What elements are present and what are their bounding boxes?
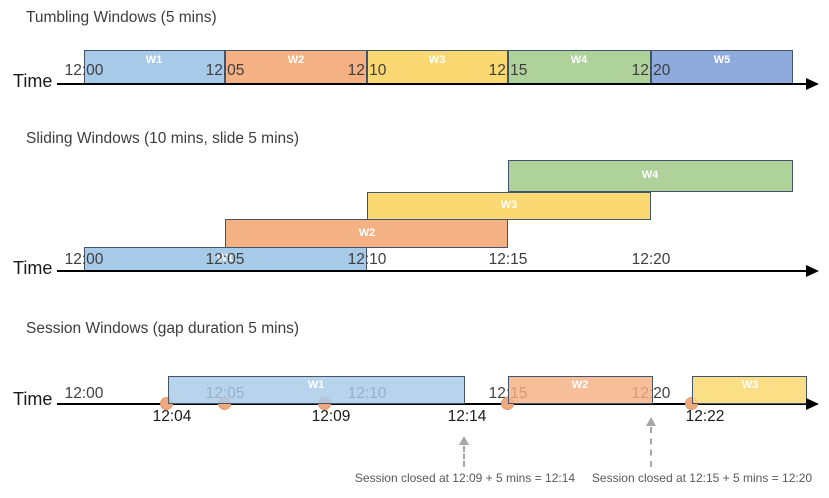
sliding-window-label: W3 [500, 199, 518, 211]
tumbling-window-w4 [508, 50, 651, 84]
session-axis-arrow-icon [806, 398, 819, 410]
sliding-window-label: W1 [216, 252, 234, 264]
tumbling-window-label: W5 [713, 54, 731, 66]
dashed-up-arrow-icon [646, 417, 656, 426]
session-closed-caption: Session closed at 12:09 + 5 mins = 12:14 [354, 471, 576, 485]
tumbling-window-label: W4 [570, 54, 588, 66]
session-window-label: W1 [307, 379, 325, 391]
tumbling-section-title: Tumbling Windows (5 mins) [26, 9, 217, 26]
dashed-arrow-line [650, 427, 652, 467]
sliding-axis-arrow-icon [806, 265, 819, 277]
event-time-label: 12:09 [311, 408, 351, 425]
tumbling-window-w2 [225, 50, 367, 84]
event-time-label: 12:14 [447, 408, 487, 425]
sliding-time-axis-label: Time [13, 258, 53, 278]
dashed-up-arrow-icon [459, 436, 469, 445]
tumbling-window-w1 [84, 50, 225, 84]
sliding-time-axis [57, 270, 807, 272]
dashed-arrow-line [463, 446, 465, 467]
sliding-tick-label: 12:15 [488, 251, 528, 268]
tumbling-tick-label: 12:00 [64, 62, 104, 79]
session-time-axis-label: Time [13, 389, 53, 409]
session-time-axis [57, 403, 807, 405]
session-section-title: Session Windows (gap duration 5 mins) [26, 320, 300, 337]
session-closed-caption: Session closed at 12:15 + 5 mins = 12:20 [591, 471, 813, 485]
sliding-window-w2 [225, 219, 508, 248]
sliding-section-title: Sliding Windows (10 mins, slide 5 mins) [26, 130, 300, 147]
tumbling-time-axis-label: Time [13, 71, 53, 91]
sliding-window-w3 [367, 192, 651, 220]
sliding-window-label: W2 [358, 227, 376, 239]
sliding-tick-label: 12:05 [205, 251, 245, 268]
session-window-w1 [168, 376, 465, 404]
session-window-w3 [692, 376, 807, 404]
sliding-window-w1 [84, 247, 367, 272]
sliding-tick-label: 12:00 [64, 251, 104, 268]
tumbling-tick-label: 12:20 [631, 62, 671, 79]
event-time-label: 12:04 [152, 408, 192, 425]
session-window-label: W2 [571, 379, 589, 391]
session-window-label: W3 [741, 379, 759, 391]
tumbling-window-label: W3 [428, 54, 446, 66]
tumbling-time-axis [57, 83, 807, 85]
tumbling-window-label: W1 [145, 54, 163, 66]
sliding-tick-label: 12:20 [631, 251, 671, 268]
tumbling-window-label: W2 [287, 54, 305, 66]
session-window-w2 [508, 376, 653, 404]
sliding-tick-label: 12:10 [347, 251, 387, 268]
tumbling-tick-label: 12:05 [205, 62, 245, 79]
tumbling-tick-label: 12:15 [488, 62, 528, 79]
sliding-window-w4 [508, 160, 793, 192]
sliding-window-label: W4 [641, 169, 659, 181]
session-tick-label: 12:00 [64, 385, 104, 402]
event-time-label: 12:22 [685, 408, 725, 425]
tumbling-axis-arrow-icon [806, 78, 819, 90]
tumbling-tick-label: 12:10 [347, 62, 387, 79]
